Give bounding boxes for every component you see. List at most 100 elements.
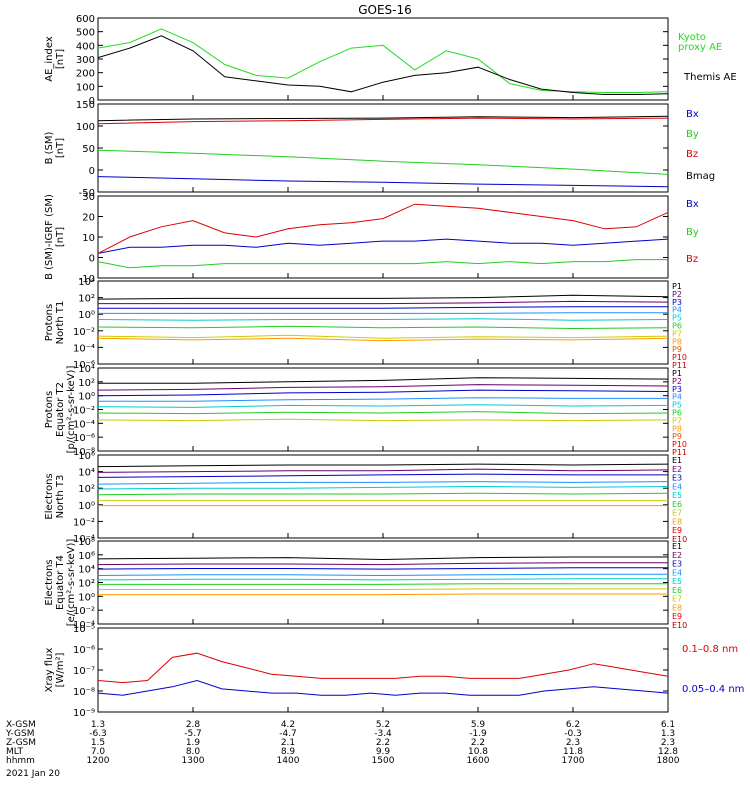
y-tick-label: 0	[89, 254, 95, 265]
y-tick-label: 10⁴	[78, 565, 95, 576]
y-axis-label-line: B (SM)	[44, 131, 55, 164]
series-line-p7	[97, 334, 669, 339]
series-line-p5	[97, 404, 669, 408]
y-axis-label-line: [nT]	[55, 49, 66, 69]
y-axis-label-line: Equator T4	[55, 555, 66, 610]
y-tick-label: 150	[76, 100, 95, 111]
series-line-p6	[97, 411, 669, 415]
plot-title: GOES-16	[358, 3, 412, 17]
y-axis-label: ProtonsNorth T1	[44, 301, 66, 345]
y-tick-label: 10⁻²	[73, 606, 95, 617]
orbit-cell: 2.2	[376, 738, 390, 748]
series-line-p1	[98, 377, 669, 384]
orbit-cell: 1800	[657, 756, 680, 766]
legend-label: E9	[672, 526, 682, 535]
orbit-cell: 10.8	[468, 747, 488, 757]
y-axis-label-line: AE_index	[44, 36, 55, 82]
legend-by: By	[686, 227, 699, 238]
y-tick-label: 10⁻⁴	[73, 620, 95, 631]
legend-label: E9	[672, 612, 682, 621]
orbit-cell: 2.3	[566, 738, 580, 748]
y-tick-label: -50	[79, 188, 95, 199]
series-line-p7	[97, 418, 669, 422]
orbit-cell: -5.7	[184, 729, 202, 739]
y-tick-label: 10⁴	[78, 468, 95, 479]
legend-label: P8	[672, 424, 682, 433]
legend-label: E3	[672, 560, 682, 569]
panel-frame	[97, 454, 669, 539]
y-tick-label: 200	[76, 69, 95, 80]
legend-label: P10	[672, 440, 687, 449]
series-line-e6	[97, 492, 669, 496]
y-tick-label: 10⁻⁵	[73, 624, 95, 635]
orbit-cell: 2.8	[186, 720, 201, 730]
y-tick-label: 10	[82, 233, 95, 244]
orbit-cell: 1.5	[91, 738, 105, 748]
orbit-cell: 8.0	[186, 747, 201, 757]
y-tick-label: 10⁻²	[73, 517, 95, 528]
y-axis-label-line: [e/(cm²-s-sr-keV)]	[66, 539, 77, 627]
orbit-cell: 2.1	[281, 738, 295, 748]
y-axis-label-line: [nT]	[55, 138, 66, 158]
orbit-cell: -1.9	[469, 729, 487, 739]
legend-bz: Bz	[686, 149, 698, 160]
orbit-cell: 1500	[372, 756, 395, 766]
series-line-bx	[97, 176, 669, 188]
panel-3: 30 20 10 0 -10 B (SM)-IGRF (SM)[nT] Bx By Bz	[44, 192, 699, 285]
legend-bx: Bx	[686, 109, 699, 120]
y-tick-label: 10⁰	[78, 592, 95, 603]
y-tick-label: -10	[79, 274, 95, 285]
orbit-row-label: MLT	[6, 747, 24, 757]
series-line-p6	[97, 325, 669, 330]
panel-frame	[97, 540, 669, 625]
orbit-cell: 1400	[277, 756, 300, 766]
legend-label: E5	[672, 577, 682, 586]
legend-label: P2	[672, 290, 682, 299]
y-tick-label: 10⁻⁶	[73, 433, 95, 444]
y-tick-label: 10⁰	[78, 392, 95, 403]
orbit-cell: 9.9	[376, 747, 391, 757]
legend-label: P11	[672, 361, 687, 370]
orbit-cell: 6.2	[566, 720, 580, 730]
orbit-cell: 5.9	[471, 720, 486, 730]
series-line-by	[97, 149, 669, 175]
legend-label: E1	[672, 456, 682, 465]
y-axis-label-line: Protons	[44, 391, 55, 428]
legend-label: P9	[672, 432, 682, 441]
series-line-p4	[98, 397, 668, 402]
y-axis-label-line: [W/m²]	[55, 652, 66, 687]
panel-8: 10⁻⁵ 10⁻⁶ 10⁻⁷ 10⁻⁸ 10⁻⁹ Xray flux[W/m²] 0.1–0…	[44, 624, 744, 719]
y-tick-label: 10²	[78, 378, 95, 389]
series-line-e1	[97, 463, 669, 468]
orbit-cell: 8.9	[281, 747, 296, 757]
orbit-row-label: hhmm	[6, 756, 35, 766]
legend-by: By	[686, 129, 699, 140]
legend-label: P4	[672, 393, 682, 402]
y-axis-label: ProtonsEquator T2[p/(cm²-s-sr-keV)]	[44, 366, 77, 454]
series-line-bz	[97, 117, 669, 125]
legend-bx: Bx	[686, 199, 699, 210]
y-tick-label: 10⁻⁴	[73, 534, 95, 545]
y-axis-label: B (SM)[nT]	[44, 131, 66, 164]
series-line-by	[97, 259, 668, 269]
legend-label: E4	[672, 568, 682, 577]
legend-label: P9	[672, 345, 682, 354]
y-axis-label: AE_index[nT]	[44, 36, 66, 82]
legend-label: E6	[672, 586, 682, 595]
y-tick-label: 10⁻⁸	[73, 687, 95, 698]
series-line-e4	[97, 573, 668, 577]
series-line-e2	[97, 468, 669, 473]
legend-label: P7	[672, 329, 682, 338]
y-tick-label: 10⁻²	[73, 406, 95, 417]
legend-label: P3	[672, 385, 682, 394]
orbit-cell: -3.4	[374, 729, 392, 739]
panel-4: 10⁴ 10² 10⁰ 10⁻² 10⁻⁴ 10⁻⁶ ProtonsNorth T1 P1P2…	[44, 277, 687, 371]
legend-label: E10	[672, 535, 687, 544]
series-line-e1	[97, 556, 668, 561]
legend-xray-short: 0.05–0.4 nm	[682, 684, 744, 695]
series-line-e2	[97, 562, 668, 566]
y-tick-label: 400	[76, 41, 95, 52]
series-line-e3	[97, 473, 668, 478]
legend-label: P8	[672, 337, 682, 346]
